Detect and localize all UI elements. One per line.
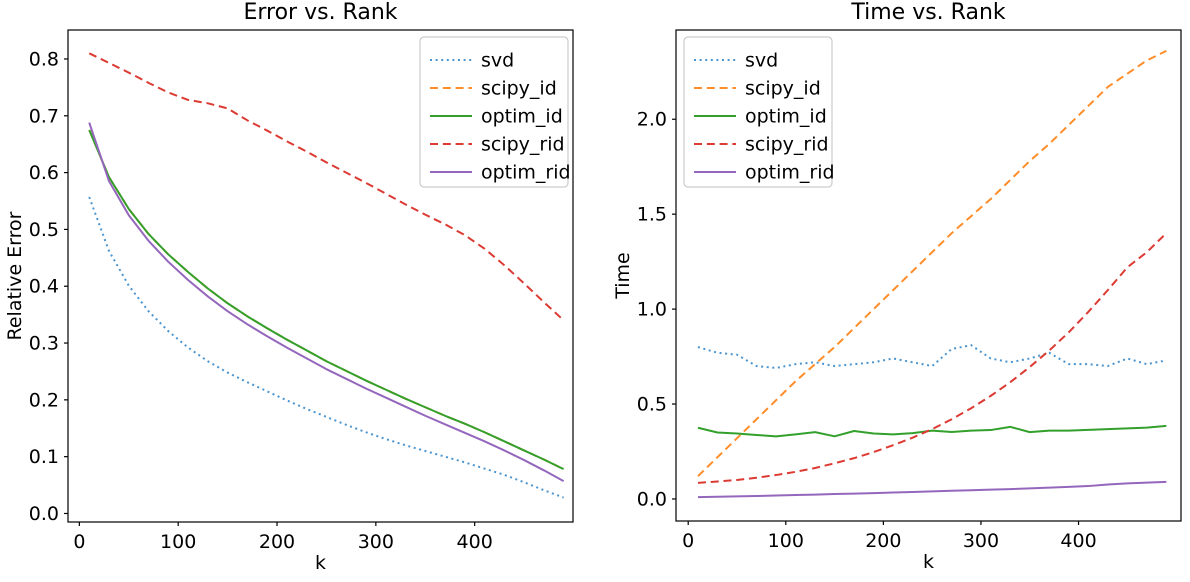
legend-box [419, 36, 569, 188]
legend-label-scipy_id: scipy_id [745, 78, 821, 100]
x-tick-label: 100 [160, 531, 196, 553]
y-tick-label: 2.0 [637, 109, 667, 131]
plot-title: Error vs. Rank [243, 0, 397, 25]
series-line-optim_id [697, 424, 1167, 438]
series-line-scipy_rid [697, 232, 1168, 484]
y-tick-label: 1.0 [637, 299, 667, 321]
time-vs-rank-svg: Time vs. Rank k Time 0 100 200 300 400 0.0 0.5 1.0… [612, 0, 1182, 573]
series-line-optim_id [88, 129, 565, 471]
y-tick-label: 0.0 [637, 488, 667, 510]
axes-box [67, 29, 574, 523]
x-tick-label: 300 [358, 531, 394, 553]
x-axis-label: k [315, 552, 326, 574]
y-tick-label: 0.4 [29, 276, 59, 298]
y-tick-label: 0.5 [29, 219, 59, 241]
legend-label-optim_id: optim_id [481, 106, 563, 128]
series-line-optim_rid [697, 480, 1167, 499]
y-axis-label: Relative Error [4, 211, 26, 340]
series-line-scipy_rid [88, 52, 565, 322]
legend-label-svd: svd [481, 50, 514, 72]
y-tick-label: 0.1 [29, 446, 59, 468]
y-tick-label: 0.3 [29, 333, 59, 355]
axes-box [675, 29, 1182, 522]
error-vs-rank-chart: Error vs. Rank k Relative Error 0 100 200 300 4… [0, 0, 595, 578]
legend-label-scipy_rid: scipy_rid [481, 134, 565, 156]
x-tick-label: 200 [865, 530, 901, 552]
legend-label-scipy_id: scipy_id [481, 78, 557, 100]
x-tick-label: 300 [963, 530, 999, 552]
y-tick-label: 0.8 [29, 48, 59, 70]
time-vs-rank-chart: Time vs. Rank k Time 0 100 200 300 400 0.0 0.5 1.0… [595, 0, 1190, 578]
x-tick-label: 0 [73, 531, 85, 553]
y-tick-label: 0.0 [29, 503, 59, 525]
series-line-svd [88, 196, 564, 499]
series-line-scipy_id [697, 49, 1167, 477]
series-line-svd [697, 344, 1167, 369]
legend-label-optim_id: optim_id [745, 106, 827, 128]
legend-label-optim_rid: optim_rid [745, 162, 835, 184]
x-tick-label: 400 [457, 531, 493, 553]
legend-label-optim_rid: optim_rid [481, 162, 571, 184]
y-tick-label: 0.5 [637, 394, 667, 416]
y-tick-label: 0.6 [29, 162, 59, 184]
x-tick-label: 400 [1060, 530, 1096, 552]
x-axis-label: k [923, 551, 934, 573]
x-tick-label: 0 [682, 530, 694, 552]
y-tick-label: 0.2 [29, 389, 59, 411]
y-tick-label: 0.7 [29, 105, 59, 127]
y-tick-label: 1.5 [637, 204, 667, 226]
legend-box [683, 36, 833, 188]
x-tick-label: 200 [259, 531, 295, 553]
y-axis-label: Time [612, 252, 634, 300]
x-tick-label: 100 [768, 530, 804, 552]
plot-title: Time vs. Rank [850, 0, 1006, 25]
error-vs-rank-svg: Error vs. Rank k Relative Error 0 100 200 300 4… [4, 0, 574, 574]
series-line-optim_rid [88, 122, 565, 482]
legend-label-svd: svd [745, 50, 778, 72]
legend-label-scipy_rid: scipy_rid [745, 134, 829, 156]
